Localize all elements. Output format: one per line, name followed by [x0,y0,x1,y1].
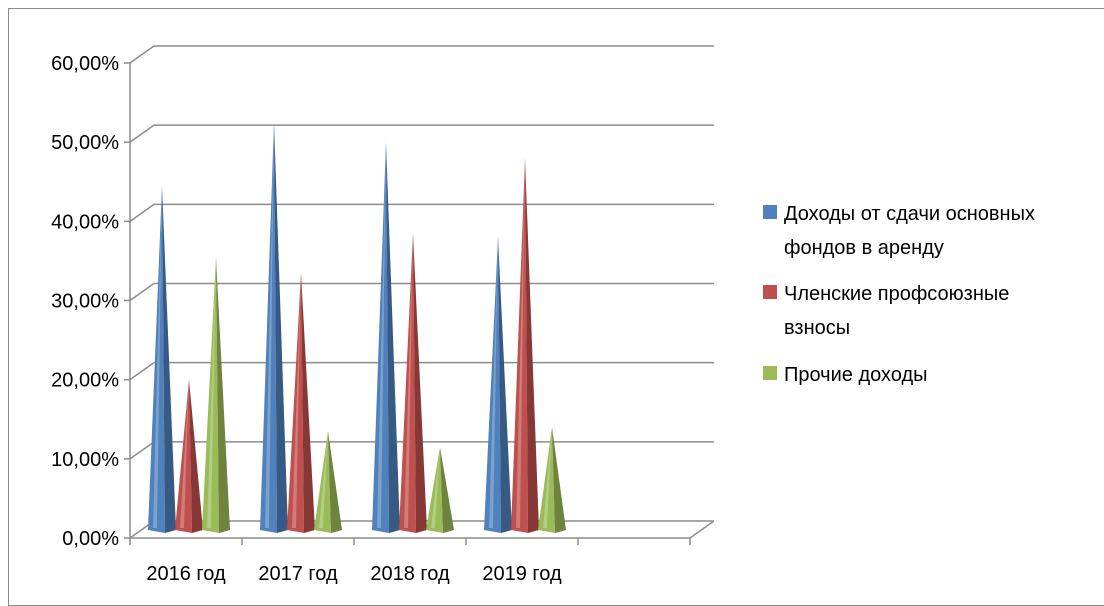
bar-face [287,272,304,533]
y-tick-label: 30,00% [51,291,119,313]
legend-item: Доходы от сдачи основных фондов в аренду [763,203,1035,259]
bar-face [372,142,389,533]
bar-face [314,431,331,533]
bar-highlight [377,142,386,528]
legend-swatch [763,205,777,219]
bar [511,158,539,533]
bar-shade [301,272,315,533]
x-tick-label: 2016 год [146,563,226,585]
bar-shade [440,446,454,533]
bar-face [260,122,277,533]
bar-shade [189,379,203,533]
bar-face [202,256,219,533]
bar [399,233,427,534]
bar-face [175,379,192,533]
bar-shade [274,122,288,533]
legend-label-line: Прочие доходы [784,364,928,386]
bar [426,446,454,533]
legend-label: Доходы от сдачи основных фондов в аренду [784,203,1035,259]
legend-swatch [763,285,777,299]
bar [314,431,342,533]
bar-face [426,446,443,533]
gridlines [129,45,714,539]
bar [372,142,400,533]
gridline-depth [129,362,155,381]
gridline-depth [129,282,155,302]
bar-shade [552,427,566,533]
bar-shade [498,237,512,533]
y-tick-label: 60,00% [51,53,119,75]
bar [148,185,176,534]
bar-highlight [516,158,525,528]
bar [287,272,315,533]
gridline-depth [129,203,155,222]
bar-highlight [292,272,301,528]
bar-shade [216,256,230,533]
y-tick-label: 0,00% [62,528,119,550]
x-tick-label: 2018 год [370,563,450,585]
x-tick-label: 2017 год [258,563,338,585]
legend-label-line: фондов в аренду [784,237,944,259]
legend-label: Членские профсоюзные взносы [784,283,1009,339]
legend-label-line: взносы [784,317,850,339]
bar [175,379,203,533]
bar-highlight [431,446,440,528]
bar-highlight [265,122,274,528]
bar [538,427,566,533]
y-tick-label: 20,00% [51,370,119,392]
bar-shade [413,233,427,534]
bar-highlight [543,427,552,528]
bar-highlight [207,256,216,528]
legend-label-line: Членские профсоюзные [784,283,1009,305]
gridline-depth [129,124,155,143]
bar [202,256,230,533]
y-tick-label: 50,00% [51,132,119,154]
y-tick-label: 40,00% [51,211,119,233]
bar [260,122,288,533]
bar-highlight [153,185,162,529]
bar-face [148,185,165,534]
bar-highlight [489,237,498,528]
x-tick-label: 2019 год [482,563,562,585]
bar-shade [328,431,342,533]
bar [484,237,512,533]
bar-shade [525,158,539,533]
legend-swatch [763,366,777,380]
bar-face [484,237,501,533]
legend-item: Членские профсоюзные взносы [763,283,1009,339]
gridline-depth [129,441,155,460]
bar-shade [386,142,400,533]
legend-item: Прочие доходы [763,364,928,386]
bar-highlight [180,379,189,528]
floor-edge [689,520,715,539]
legend-label-line: Доходы от сдачи основных [784,203,1035,225]
y-tick-label: 10,00% [51,449,119,471]
bar-face [511,158,528,533]
bar-highlight [404,233,413,529]
bar-highlight [319,431,328,528]
bar-shade [162,185,176,534]
gridline-depth [129,45,155,64]
bar-face [399,233,416,534]
bar-face [538,427,555,533]
legend-label: Прочие доходы [784,364,928,386]
